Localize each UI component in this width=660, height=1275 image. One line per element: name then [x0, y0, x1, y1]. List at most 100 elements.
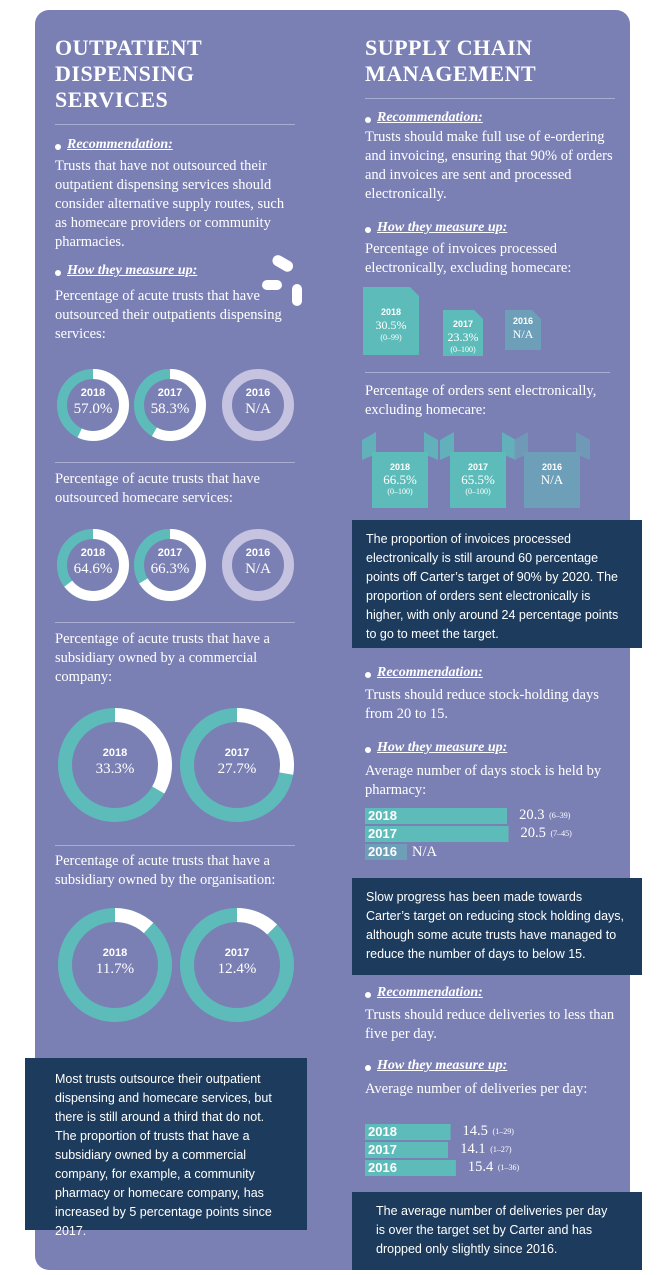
- donut-value: N/A: [245, 561, 271, 577]
- page-shape: [505, 310, 541, 350]
- icon-year: 2017: [467, 462, 489, 472]
- recommendation-text: Trusts should reduce stock-holding days …: [365, 687, 599, 722]
- bar: [365, 826, 509, 842]
- bar-value: 15.4: [467, 1159, 494, 1175]
- donut-year: 2016: [245, 387, 271, 399]
- donut-year: 2018: [80, 547, 106, 559]
- bar-year: 2016: [368, 844, 397, 859]
- recommendation-label: Recommendation:: [365, 110, 577, 126]
- recommendation-label: Recommendation:: [55, 137, 267, 153]
- donut-year: 2018: [80, 387, 106, 399]
- donut: [180, 908, 294, 1022]
- icon-year: 2016: [512, 316, 534, 326]
- metric-label: Percentage of acute trusts that have a s…: [55, 631, 270, 685]
- divider: [365, 372, 610, 373]
- box-icon: [440, 432, 516, 508]
- donut-year: 2017: [224, 747, 250, 759]
- icon-value: 66.5%: [383, 472, 417, 487]
- bar-range: (1–29): [492, 1127, 514, 1136]
- divider: [365, 98, 615, 99]
- donut: [57, 369, 129, 441]
- donut: [222, 369, 294, 441]
- donut: [134, 369, 206, 441]
- divider: [55, 462, 295, 463]
- donut-value: 66.3%: [150, 561, 190, 577]
- donut-value: 27.7%: [217, 761, 257, 777]
- donut-arc: [180, 908, 294, 1022]
- donut-arc: [58, 908, 172, 1022]
- donut-value: 33.3%: [95, 761, 135, 777]
- bar-svg: [365, 1142, 449, 1158]
- donut-value: N/A: [245, 401, 271, 417]
- recommendation-label: Recommendation:: [365, 665, 577, 681]
- metric-label: Percentage of invoices processed electro…: [365, 241, 572, 276]
- donut: [58, 708, 172, 822]
- note-box: Most trusts outsource their outpatient d…: [25, 1058, 307, 1238]
- pill-icon: [262, 255, 302, 306]
- page-shape: [443, 310, 483, 356]
- note-box: Slow progress has been made towards Cart…: [352, 878, 642, 975]
- bar-year: 2017: [368, 826, 397, 841]
- donut-year: 2017: [157, 547, 183, 559]
- icon-value: 65.5%: [461, 472, 495, 487]
- page-icon: [363, 287, 419, 355]
- donut: [58, 908, 172, 1022]
- box-shape: [524, 452, 580, 508]
- bar-svg: [365, 808, 508, 824]
- donut-arc: [58, 708, 172, 822]
- donut-ring: [222, 369, 294, 441]
- icon-year: 2017: [452, 319, 474, 329]
- bar-value: 14.5: [462, 1123, 488, 1139]
- donut-arc: [134, 529, 206, 601]
- bar-svg: [365, 1160, 456, 1176]
- section-title: SUPPLY CHAIN MANAGEMENT: [365, 35, 537, 86]
- donut-value: 64.6%: [73, 561, 113, 577]
- bar-year: 2017: [368, 1142, 397, 1157]
- bar-svg: [365, 826, 509, 842]
- bar-na: [365, 844, 407, 860]
- metric-label: Average number of deliveries per day:: [365, 1081, 588, 1097]
- pill: [292, 284, 302, 306]
- box-shape: [450, 452, 506, 508]
- donut-ring: [222, 529, 294, 601]
- recommendation-text: Trusts should make full use of e-orderin…: [365, 129, 613, 202]
- bar-value: 20.3: [519, 807, 545, 823]
- recommendation-text: Trusts should reduce deliveries to less …: [365, 1007, 615, 1042]
- measure-label: How they measure up:: [55, 263, 267, 279]
- donut: [222, 529, 294, 601]
- metric-label: Percentage of acute trusts that have out…: [55, 288, 282, 342]
- donut: [180, 708, 294, 822]
- icon-value: 30.5%: [375, 318, 407, 332]
- bar-range: (6–39): [549, 811, 571, 820]
- pill: [272, 255, 294, 272]
- bar: [365, 1142, 449, 1158]
- icon-range: (0–99): [380, 333, 402, 342]
- bar-year: 2016: [368, 1160, 397, 1175]
- icon-range: (0–100): [387, 487, 413, 496]
- recommendation-label: Recommendation:: [365, 985, 577, 1001]
- icon-value: 23.3%: [447, 330, 479, 344]
- note-box: The proportion of invoices processed ele…: [352, 520, 642, 648]
- icon-range: (0–100): [465, 487, 491, 496]
- page-icon: [505, 310, 541, 350]
- donut-year: 2016: [245, 547, 271, 559]
- donut: [57, 529, 129, 601]
- bar-value: N/A: [412, 844, 437, 860]
- divider: [55, 124, 295, 125]
- bar-value: 20.5: [520, 825, 546, 841]
- donut-year: 2017: [224, 947, 250, 959]
- bar-year: 2018: [368, 808, 397, 823]
- measure-label: How they measure up:: [365, 1058, 577, 1074]
- icon-year: 2016: [541, 462, 563, 472]
- divider: [55, 845, 295, 846]
- bar-range: (1–27): [490, 1145, 512, 1154]
- icon-value: N/A: [540, 472, 564, 487]
- donut-value: 12.4%: [217, 961, 257, 977]
- pill: [262, 280, 282, 290]
- box-icon: [362, 432, 438, 508]
- donut: [134, 529, 206, 601]
- bar-range: (7–45): [550, 829, 572, 838]
- bar-range: (1–36): [497, 1163, 520, 1172]
- divider: [55, 622, 295, 623]
